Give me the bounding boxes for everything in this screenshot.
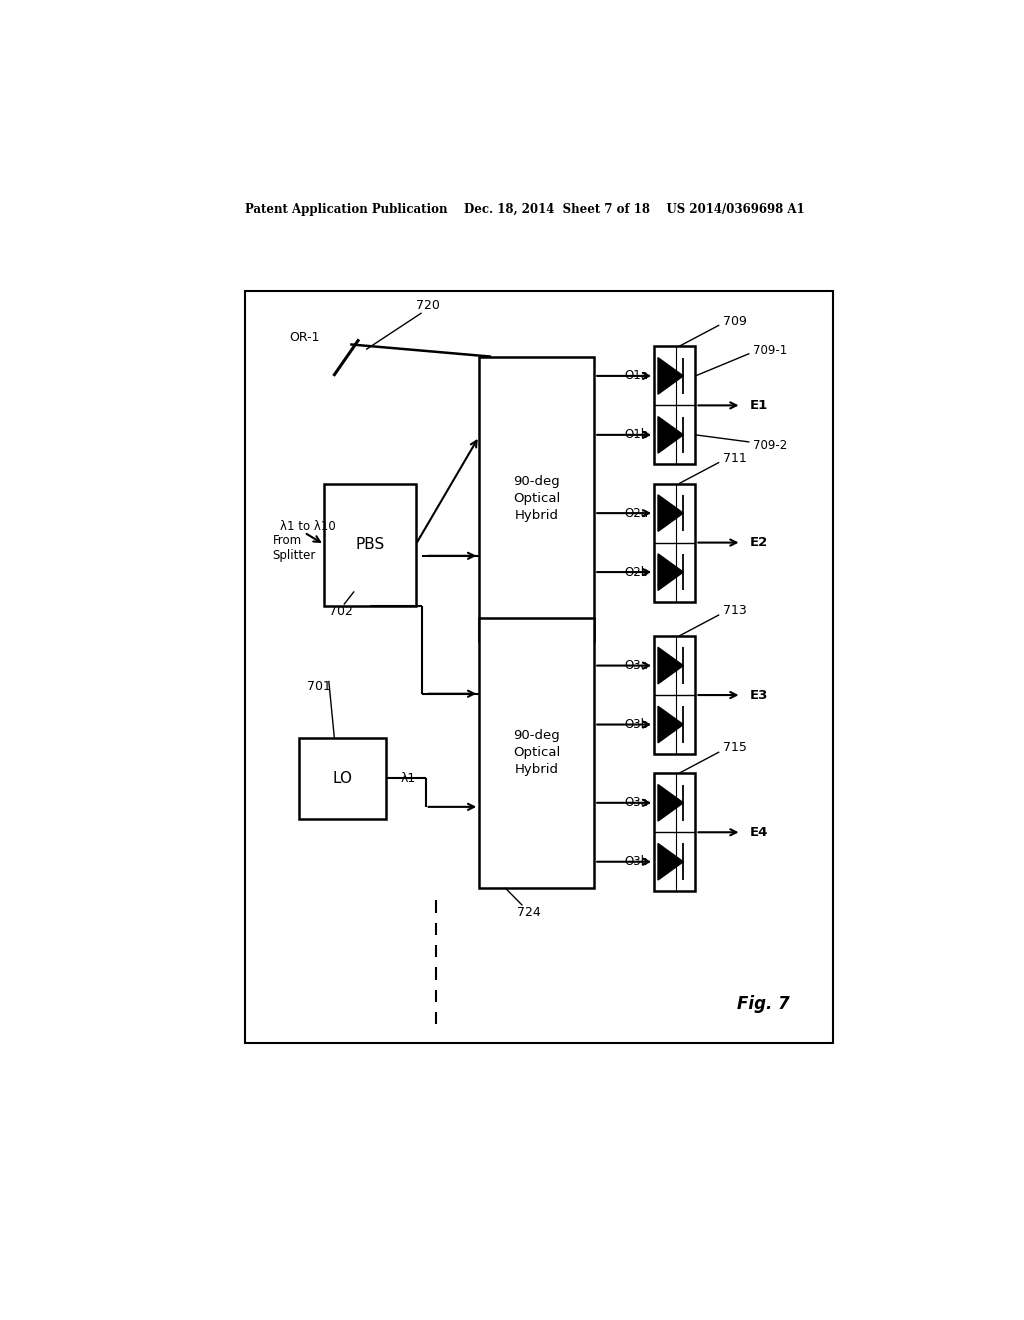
Polygon shape <box>658 706 683 743</box>
Text: 90-deg
Optical
Hybrid: 90-deg Optical Hybrid <box>513 730 560 776</box>
Text: O2b: O2b <box>625 565 648 578</box>
FancyBboxPatch shape <box>299 738 386 818</box>
Text: O1a: O1a <box>625 370 648 383</box>
Text: 90-deg
Optical
Hybrid: 90-deg Optical Hybrid <box>513 475 560 523</box>
FancyBboxPatch shape <box>479 618 594 887</box>
Text: O3a: O3a <box>625 796 648 809</box>
FancyBboxPatch shape <box>246 290 833 1043</box>
Text: OR-1: OR-1 <box>290 331 321 343</box>
Text: E2: E2 <box>750 536 768 549</box>
Text: λ1: λ1 <box>400 772 416 785</box>
Text: λ1 to λ10: λ1 to λ10 <box>281 520 336 533</box>
Text: 724: 724 <box>517 906 541 919</box>
Polygon shape <box>658 843 683 880</box>
Text: O1b: O1b <box>625 429 648 441</box>
Text: From
Splitter: From Splitter <box>272 533 315 562</box>
Polygon shape <box>658 358 683 395</box>
Text: O3b: O3b <box>625 718 648 731</box>
Text: LO: LO <box>332 771 352 785</box>
Text: 713: 713 <box>723 605 746 618</box>
FancyBboxPatch shape <box>479 356 594 642</box>
Polygon shape <box>658 784 683 821</box>
Polygon shape <box>658 417 683 453</box>
Text: O2a: O2a <box>625 507 648 520</box>
Text: 720: 720 <box>416 300 440 313</box>
FancyBboxPatch shape <box>325 483 416 606</box>
FancyBboxPatch shape <box>654 774 695 891</box>
FancyBboxPatch shape <box>654 346 695 465</box>
Text: Fig. 7: Fig. 7 <box>736 995 790 1012</box>
Text: 702: 702 <box>329 605 352 618</box>
Text: O3b: O3b <box>625 855 648 869</box>
Text: 711: 711 <box>723 451 746 465</box>
Text: 701: 701 <box>306 680 331 693</box>
Text: O3a: O3a <box>625 659 648 672</box>
Text: E3: E3 <box>750 689 768 701</box>
Text: 709-2: 709-2 <box>753 438 786 451</box>
Text: PBS: PBS <box>355 537 385 552</box>
Polygon shape <box>658 495 683 532</box>
Text: 715: 715 <box>723 742 748 755</box>
Polygon shape <box>658 647 683 684</box>
Text: Patent Application Publication    Dec. 18, 2014  Sheet 7 of 18    US 2014/036969: Patent Application Publication Dec. 18, … <box>245 203 805 215</box>
Text: E4: E4 <box>750 826 768 838</box>
Text: 709-1: 709-1 <box>753 345 786 356</box>
Text: 709: 709 <box>723 314 748 327</box>
FancyBboxPatch shape <box>654 483 695 602</box>
Text: E1: E1 <box>750 399 768 412</box>
Polygon shape <box>658 554 683 590</box>
FancyBboxPatch shape <box>654 636 695 754</box>
